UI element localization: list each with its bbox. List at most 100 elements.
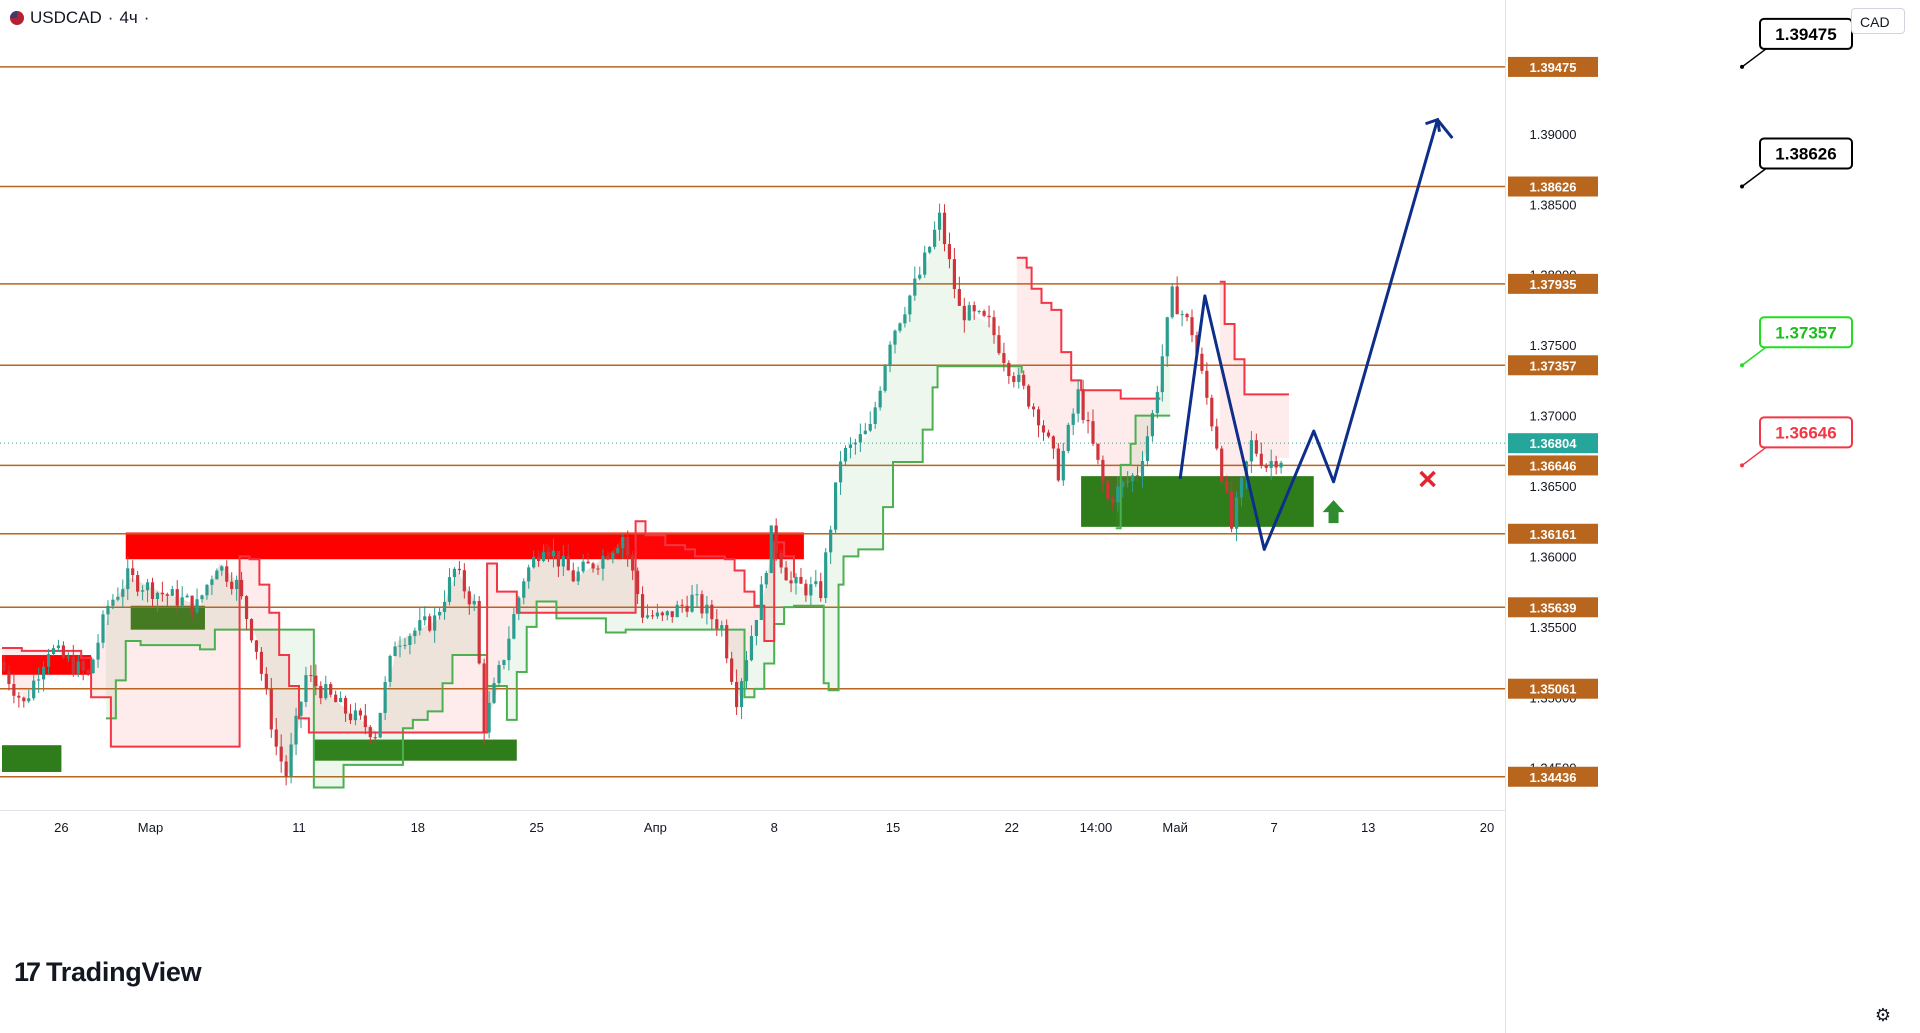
resistance-fill [1016,257,1161,501]
candle-body [616,548,620,553]
price-callout[interactable]: 1.38626 [1740,137,1853,189]
resistance-trail-line [1219,280,1289,396]
candle-body [680,604,684,606]
level-price-tag [1508,523,1598,544]
candle-body [848,444,853,448]
candle-body [155,592,160,600]
candle-body [190,595,194,613]
candle-body [1032,406,1036,410]
candle-body [997,335,1001,354]
candle-body [1041,425,1046,433]
candle-body [903,314,907,324]
candle-body [873,407,877,424]
candle-body [126,568,130,590]
levels-layer [0,66,1505,778]
candle-body [878,390,882,408]
tradingview-logo[interactable]: 17 TradingView [14,957,202,988]
candle-body [918,274,922,279]
time-tick-label: Апр [644,820,667,835]
logo-text: TradingView [46,957,202,987]
callouts-layer[interactable]: 1.39475 1.38626 1.37357 1.36646 [1740,17,1853,468]
candle-body [1022,374,1026,386]
candle-body [462,570,466,592]
resistance-fill [2,521,794,775]
candle-body [363,715,367,728]
candle-body [165,594,169,596]
stop-loss-icon[interactable] [1419,470,1436,488]
candle-body [576,571,580,582]
candle-body [754,620,758,636]
candle-body [898,323,902,331]
candle-body [537,556,541,562]
timeframe-label[interactable]: 4ч [119,8,138,27]
candle-body [230,581,234,590]
candle-body [739,681,744,708]
candle-body [56,645,61,649]
candle-body [720,625,724,629]
projection-layer[interactable] [1178,117,1454,551]
price-callout[interactable]: 1.39475 [1740,17,1853,69]
callout-box [1759,316,1853,349]
candle-body [888,344,892,367]
buy-arrow-icon[interactable] [1322,500,1345,524]
candle-body [175,589,179,606]
candle-body [690,594,694,612]
candle-body [1279,462,1283,468]
callout-leader [1741,167,1767,188]
candle-body [1200,353,1204,371]
candle-body [824,552,828,599]
candle-body [749,635,754,661]
candle-body [1140,461,1145,477]
candle-body [893,330,897,345]
candle-body [1061,450,1065,481]
candle-body [645,615,650,618]
candle-body [235,579,239,590]
candle-body [843,447,848,462]
candle-body [942,212,947,245]
candle-body [378,712,382,738]
candle-body [111,599,115,606]
candle-body [566,556,570,571]
candle-body [343,697,348,714]
price-callout[interactable]: 1.37357 [1740,316,1853,368]
level-price-tag [1508,597,1598,618]
candle-body [442,601,447,612]
current-price-label: 1.36804 [1530,436,1578,451]
candle-body [447,577,452,602]
candle-body [413,630,417,637]
candle-body [819,581,823,599]
price-tick-label: 1.36500 [1530,479,1577,494]
candle-body [626,537,630,556]
candle-body [373,737,377,739]
time-axis[interactable]: 26 Мар 11 18 25 Апр 8 15 22 14:00 Май 7 13 20 [0,810,1505,836]
candle-body [700,594,704,614]
symbol-header[interactable]: USDCAD · 4ч · [10,8,149,28]
candle-body [1230,491,1234,529]
time-tick-label: 20 [1480,820,1494,835]
price-callout[interactable]: 1.36646 [1740,416,1853,468]
candle-body [353,710,358,721]
candle-body [487,702,491,733]
symbol-name[interactable]: USDCAD [30,8,102,27]
candle-body [621,537,625,549]
level-price-label: 1.35061 [1530,682,1577,697]
candle-body [601,555,605,569]
candle-body [452,568,457,578]
candle-body [37,679,41,681]
candle-body [1081,389,1085,420]
candle-body [145,582,150,591]
callout-label: 1.37357 [1775,323,1836,342]
gear-icon[interactable]: ⚙ [1874,1005,1892,1025]
level-price-tag [1508,56,1598,77]
level-price-tag [1508,273,1598,294]
callout-box [1759,137,1853,170]
candle-body [556,550,560,567]
candle-body [324,684,328,699]
candle-body [883,366,887,391]
price-axis[interactable]: 1.390001.385001.380001.375001.370001.365… [1505,0,1599,1033]
candle-body [284,761,288,777]
currency-button[interactable]: CAD [1851,8,1905,34]
candle-body [32,680,36,699]
candle-body [715,619,719,629]
